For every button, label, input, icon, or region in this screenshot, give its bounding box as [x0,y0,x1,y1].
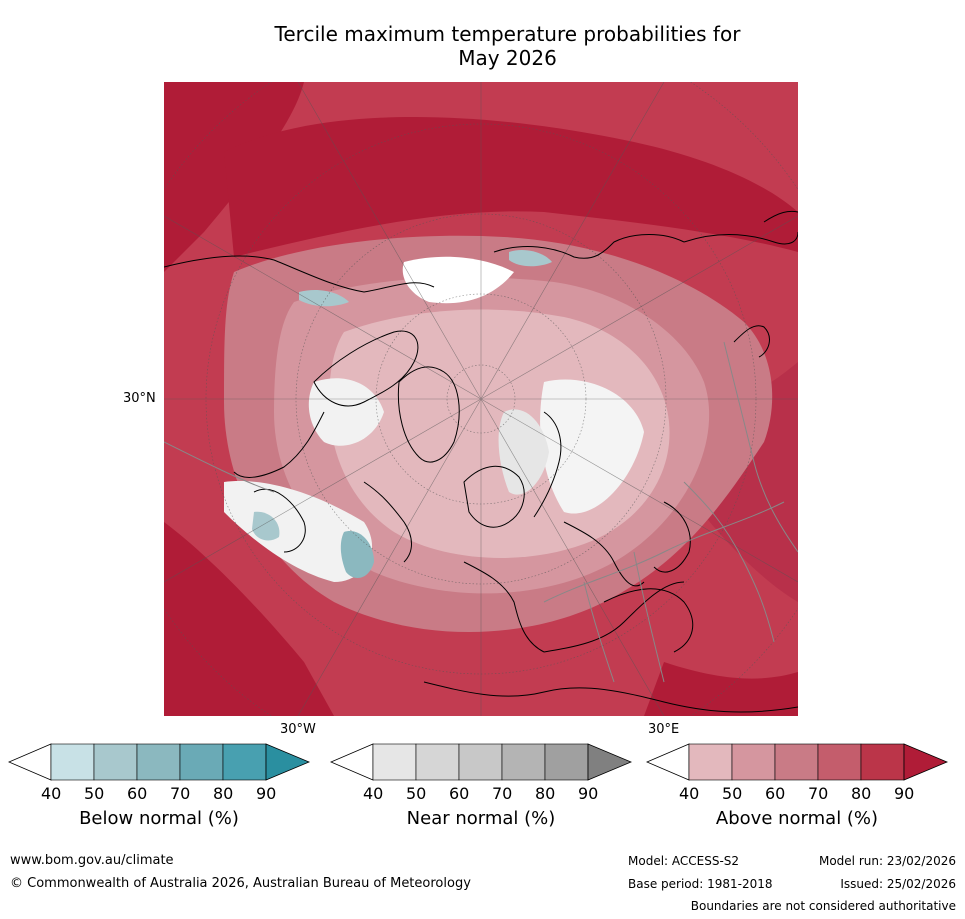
coastlines [164,210,798,713]
meridians [164,82,798,716]
region-white-arctic [402,256,514,304]
colorbar-tick-label: 80 [535,784,556,803]
colorbar-tick-label: 40 [679,784,700,803]
colorbar-tick-label: 90 [894,784,915,803]
colorbar-segment [817,743,862,781]
colorbar-segment [222,743,267,781]
region-white-europe [540,379,644,514]
colorbar-segment [93,743,138,781]
colorbar-extend-high [265,743,310,781]
colorbar-tick-label: 70 [492,784,513,803]
colorbar-tick-label: 60 [127,784,148,803]
colorbar-tick-label: 90 [578,784,599,803]
region-dark-red-se [644,662,798,716]
borders [164,341,798,683]
title-line-1: Tercile maximum temperature probabilitie… [274,22,741,46]
lon-label-30w: 30°W [280,722,316,737]
colorbar-tick-label: 70 [808,784,829,803]
colorbar-segment [458,743,503,781]
colorbar-tick-label: 50 [406,784,427,803]
footer-copyright: © Commonwealth of Australia 2026, Austra… [10,876,471,891]
colorbar-tick-label: 50 [84,784,105,803]
colorbar-segment [860,743,905,781]
footer-disclaimer: Boundaries are not considered authoritat… [690,899,956,913]
colorbar-segment [50,743,95,781]
colorbar-segment [731,743,776,781]
colorbar-extend-high [587,743,632,781]
lat-label-30n: 30°N [123,391,156,406]
colorbar-segment [688,743,733,781]
colorbar-tick-label: 80 [213,784,234,803]
footer-base-period: Base period: 1981-2018 [628,877,773,891]
footer-url[interactable]: www.bom.gov.au/climate [10,853,174,868]
colorbar-tick-label: 40 [41,784,62,803]
footer-issued: Issued: 25/02/2026 [840,877,956,891]
colorbar-near-normal [330,743,632,781]
region-dark-red-n [224,117,798,257]
colorbar-above-normal [646,743,948,781]
colorbar-tick-label: 50 [722,784,743,803]
colorbar-tick-label: 40 [363,784,384,803]
region-dark-red-sw [164,522,334,716]
chart-title: Tercile maximum temperature probabilitie… [160,22,855,70]
colorbar-tick-label: 60 [449,784,470,803]
colorbar-segment [415,743,460,781]
colorbar-segment [372,743,417,781]
colorbar-extend-low [330,743,374,781]
region-teal-atlantic [340,531,374,578]
colorbar-tick-label: 80 [851,784,872,803]
region-teal-siberia [509,250,552,267]
colorbar-title-above: Above normal (%) [715,808,879,829]
colorbar-tick-label: 60 [765,784,786,803]
region-white-canada [308,378,384,446]
colorbar-segment [544,743,589,781]
colorbar-segment [179,743,224,781]
region-white-atlantic [224,481,373,582]
region-teal-na [252,511,280,541]
colorbar-segment [501,743,546,781]
colorbar-segment [774,743,819,781]
colorbar-tick-label: 70 [170,784,191,803]
colorbar-title-below: Below normal (%) [79,808,239,829]
colorbar-title-near: Near normal (%) [406,808,556,829]
colorbar-tick-label: 90 [256,784,277,803]
title-line-2: May 2026 [458,46,557,70]
colorbar-extend-low [8,743,52,781]
colorbar-extend-low [646,743,690,781]
footer-model-run: Model run: 23/02/2026 [818,854,956,868]
colorbar-segment [136,743,181,781]
footer-model: Model: ACCESS-S2 [628,854,740,868]
colorbar-extend-high [903,743,948,781]
polar-temperature-map [164,82,798,716]
region-teal-alaska [299,290,349,307]
lon-label-30e: 30°E [648,722,680,737]
colorbar-below-normal [8,743,310,781]
